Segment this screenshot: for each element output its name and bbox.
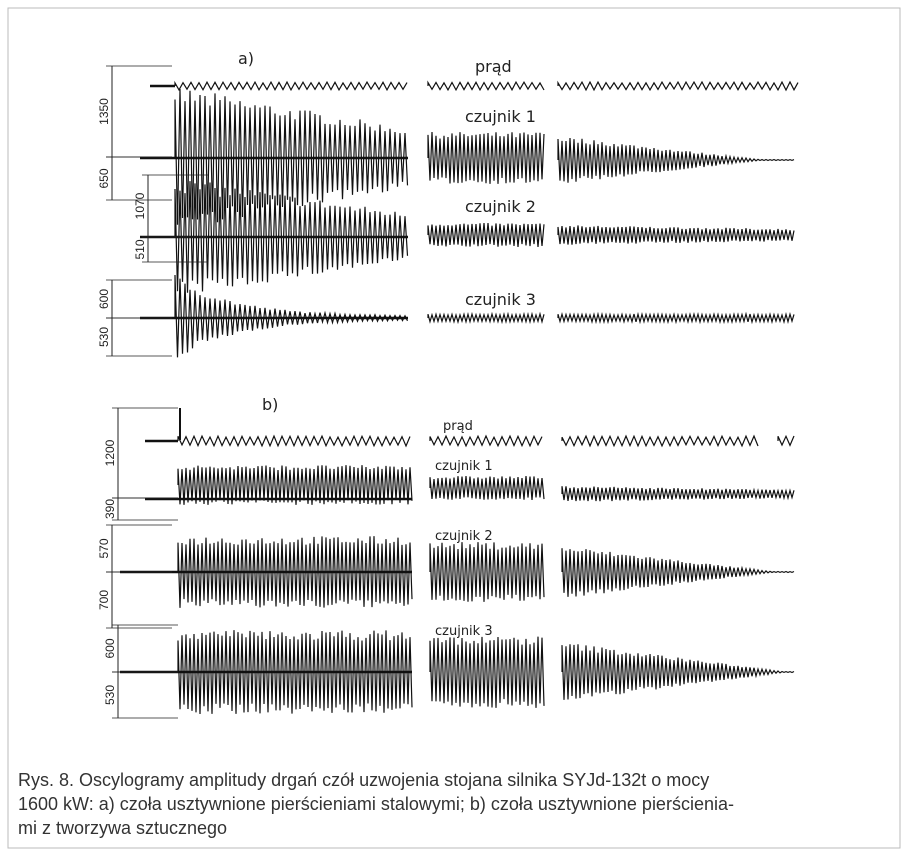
dimension-label: 530: [103, 685, 117, 705]
dimension-label: 650: [97, 168, 111, 188]
signal-label: prąd: [475, 57, 512, 76]
dimension-label: 390: [103, 499, 117, 519]
panel-label: b): [262, 395, 278, 414]
dimension-label: 1070: [133, 192, 147, 219]
signal-label: prąd: [443, 419, 473, 434]
signal-label: czujnik 2: [435, 529, 493, 544]
dimension-label: 1350: [97, 98, 111, 125]
dimension-label: 600: [97, 289, 111, 309]
dimension-label: 1200: [103, 439, 117, 466]
signal-label: czujnik 1: [435, 459, 493, 474]
dimension-label: 570: [97, 538, 111, 558]
signal-label: czujnik 3: [435, 624, 493, 639]
dimension-label: 530: [97, 327, 111, 347]
dimension-label: 700: [97, 590, 111, 610]
caption-line: mi z tworzywa sztucznego: [18, 818, 227, 838]
signal-label: czujnik 3: [465, 290, 536, 309]
panel-label: a): [238, 49, 254, 68]
caption-line: Rys. 8. Oscylogramy amplitudy drgań czół…: [18, 770, 709, 790]
signal-label: czujnik 1: [465, 107, 536, 126]
dimension-label: 510: [133, 239, 147, 259]
dimension-label: 600: [103, 638, 117, 658]
signal-label: czujnik 2: [465, 197, 536, 216]
figure: a) prąd czujnik 1 czujnik 2 czujnik 3 b) prąd c…: [0, 0, 909, 856]
caption-line: 1600 kW: a) czoła usztywnione pierścieni…: [18, 794, 734, 814]
